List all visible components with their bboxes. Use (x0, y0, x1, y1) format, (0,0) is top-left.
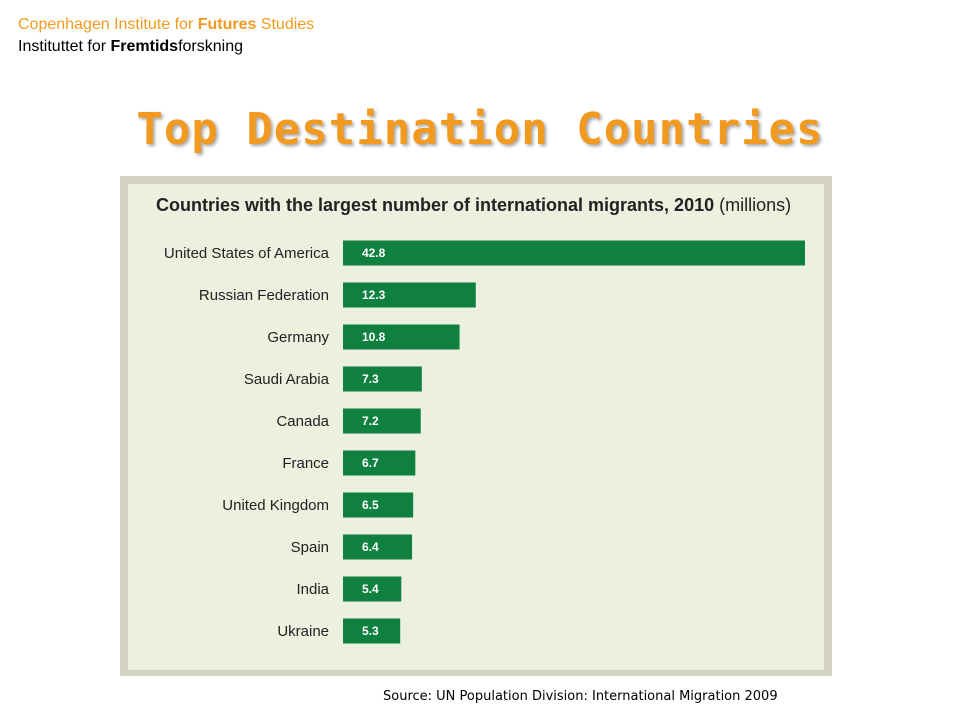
bar-value-label: 6.4 (362, 540, 379, 554)
slide-title: Top Destination Countries (136, 104, 824, 155)
bar (343, 576, 402, 602)
org-da-prefix: Instituttet for (18, 38, 111, 55)
bar-value-label: 6.7 (362, 456, 379, 470)
bar-value-label: 5.4 (362, 582, 379, 596)
category-label: Saudi Arabia (244, 371, 330, 388)
category-label: Ukraine (277, 623, 329, 640)
bar-value-label: 6.5 (362, 498, 379, 512)
org-en-suffix: Studies (256, 16, 315, 33)
chart-title: Countries with the largest number of int… (156, 195, 791, 216)
bar-value-label: 10.8 (362, 330, 386, 344)
bar (343, 324, 460, 350)
bar-value-label: 7.3 (362, 372, 379, 386)
source-note: Source: UN Population Division: Internat… (383, 689, 778, 704)
org-header: Copenhagen Institute for Futures Studies… (18, 14, 314, 58)
bar (343, 408, 421, 434)
bar-value-label: 42.8 (362, 246, 386, 260)
bar-value-label: 12.3 (362, 288, 386, 302)
chart-title-main: Countries with the largest number of int… (156, 195, 715, 215)
chart-title-unit: (millions) (719, 195, 792, 215)
bar-value-label: 7.2 (362, 414, 379, 428)
bar (343, 618, 401, 644)
category-label: United States of America (164, 245, 330, 262)
org-en-prefix: Copenhagen Institute for (18, 16, 198, 33)
org-da-suffix: forskning (178, 38, 243, 55)
category-label: France (282, 455, 329, 472)
bar (343, 366, 422, 392)
org-name-danish: Instituttet for Fremtidsforskning (18, 36, 314, 58)
category-label: Germany (267, 329, 329, 346)
org-da-bold: Fremtids (110, 38, 179, 55)
bar (343, 240, 805, 266)
category-label: Spain (291, 539, 329, 556)
category-label: India (296, 581, 329, 598)
bar (343, 282, 476, 308)
bar (343, 450, 416, 476)
category-label: Russian Federation (199, 287, 329, 304)
category-label: United Kingdom (222, 497, 329, 514)
bar-value-label: 5.3 (362, 624, 379, 638)
bar (343, 492, 414, 518)
bar (343, 534, 413, 560)
org-en-bold: Futures (197, 16, 257, 33)
category-label: Canada (276, 413, 329, 430)
org-name-english: Copenhagen Institute for Futures Studies (18, 14, 314, 36)
